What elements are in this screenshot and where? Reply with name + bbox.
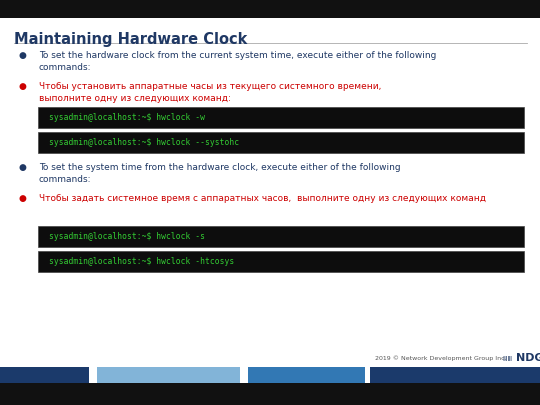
Text: sysadmin@localhost:~$ hwclock --systohc: sysadmin@localhost:~$ hwclock --systohc [49,138,239,147]
FancyBboxPatch shape [38,107,524,128]
Text: ⅠⅡⅢ: ⅠⅡⅢ [502,356,512,362]
Text: To set the system time from the hardware clock, execute either of the following
: To set the system time from the hardware… [39,163,401,184]
Text: NDG: NDG [516,354,540,363]
Bar [97,367,240,383]
Bar [248,367,364,383]
FancyBboxPatch shape [38,251,524,272]
Text: Чтобы задать системное время с аппаратных часов,  выполните одну из следующих ко: Чтобы задать системное время с аппаратны… [39,194,486,203]
Text: Чтобы установить аппаратные часы из текущего системного времени,
выполните одну : Чтобы установить аппаратные часы из теку… [39,82,381,103]
Text: sysadmin@localhost:~$ hwclock -s: sysadmin@localhost:~$ hwclock -s [49,232,205,241]
Text: ●: ● [19,51,27,60]
Bar [0,0,540,18]
Bar [370,367,540,383]
Text: ●: ● [19,163,27,172]
Text: To set the hardware clock from the current system time, execute either of the fo: To set the hardware clock from the curre… [39,51,436,72]
Text: ●: ● [19,82,27,91]
Bar [0,367,89,383]
Text: 2019 © Network Development Group Inc.: 2019 © Network Development Group Inc. [375,356,507,361]
FancyBboxPatch shape [38,226,524,247]
Text: sysadmin@localhost:~$ hwclock -htcosys: sysadmin@localhost:~$ hwclock -htcosys [49,257,234,266]
FancyBboxPatch shape [38,132,524,153]
Text: sysadmin@localhost:~$ hwclock -w: sysadmin@localhost:~$ hwclock -w [49,113,205,122]
Text: ●: ● [19,194,27,203]
Text: Maintaining Hardware Clock: Maintaining Hardware Clock [14,32,247,47]
Bar [0,383,540,405]
